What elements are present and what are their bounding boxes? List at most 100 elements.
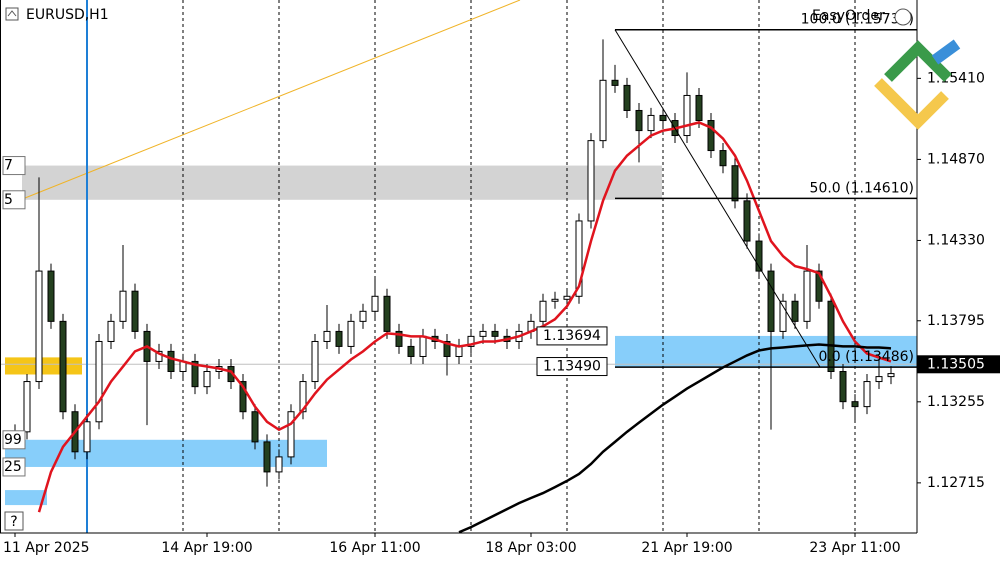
candle-body [611, 79, 619, 86]
candle-body [419, 335, 427, 357]
candle-body [803, 270, 811, 322]
candle-body [467, 335, 475, 347]
zone-label: 99 [4, 432, 22, 448]
candle-body [683, 94, 691, 137]
candle-body [695, 94, 703, 122]
candle-body [311, 340, 319, 383]
candle-body [587, 140, 595, 222]
candle-body [155, 350, 163, 362]
moving-average [458, 343, 892, 534]
candle-body [23, 381, 31, 433]
zone-label: 7 [4, 158, 13, 174]
x-tick-label: 21 Apr 19:00 [641, 540, 732, 556]
zone [22, 165, 662, 200]
help-box[interactable] [4, 511, 24, 531]
candle-body [599, 79, 607, 142]
candle-body [131, 290, 139, 332]
zone [5, 357, 82, 375]
help-text[interactable]: ? [10, 514, 17, 530]
candle-body [287, 411, 295, 458]
candle-body [323, 330, 331, 342]
candle-body [491, 330, 499, 337]
candle-body [395, 330, 403, 347]
candle-body [251, 411, 259, 443]
candle-body [719, 150, 727, 167]
candle-body [443, 340, 451, 357]
candle-body [635, 109, 643, 132]
symbol-icon[interactable] [5, 7, 19, 21]
x-tick-label: 14 Apr 19:00 [161, 540, 252, 556]
x-tick-label: 23 Apr 11:00 [809, 540, 900, 556]
candle-body [95, 340, 103, 423]
zone [5, 490, 47, 506]
candle-body [647, 114, 655, 132]
candle-body [347, 320, 355, 347]
candle-body [275, 456, 283, 473]
y-tick-label: 1.14870 [927, 151, 985, 167]
candle-body [335, 330, 343, 347]
logo-yellow [874, 78, 949, 130]
zone-price-label: 1.13694 [543, 328, 601, 344]
candle-body [203, 370, 211, 388]
zone-label-box [2, 190, 26, 210]
price-axis-bg [917, 0, 1000, 562]
candle-body [479, 330, 487, 337]
candle-body [263, 441, 271, 473]
candle-body [791, 300, 799, 322]
candle-body [575, 220, 583, 297]
candle-body [35, 270, 43, 383]
candle-body [707, 120, 715, 152]
candle-body [455, 345, 463, 357]
candle-body [359, 310, 367, 322]
time-axis-bg [0, 533, 1000, 562]
candle-body [551, 298, 559, 302]
candle-body [827, 300, 835, 372]
trend-line [19, 0, 521, 201]
zones-layer [5, 165, 917, 506]
logo-blue [931, 39, 961, 65]
indicator-help-icon[interactable] [894, 8, 912, 26]
y-tick-label: 1.13255 [927, 394, 985, 410]
indicator-name: EasyOrder [812, 8, 885, 24]
candle-body [743, 200, 751, 242]
fib-label: 0.0 (1.13486) [818, 349, 914, 365]
y-tick-label: 1.14330 [927, 232, 985, 248]
candle-body [563, 295, 571, 300]
candle-body [851, 401, 859, 408]
candle-body [383, 295, 391, 332]
candle-body [83, 421, 91, 453]
symbol-title: EURUSD,H1 [26, 7, 109, 23]
candle-body [239, 381, 247, 413]
x-tick-label: 11 Apr 2025 [3, 540, 90, 556]
candle-body [659, 114, 667, 122]
axis-layer: 1.154101.148701.143301.137951.132551.127… [3, 70, 1000, 556]
candle-body [407, 345, 415, 357]
candle-body [875, 376, 883, 383]
zone-price-box [536, 357, 608, 377]
candle-body [839, 370, 847, 403]
candle-body [755, 240, 763, 272]
candle-body [167, 350, 175, 372]
candle-body [371, 295, 379, 312]
candle-body [299, 381, 307, 413]
moving-average [37, 121, 892, 513]
logo-green [884, 40, 952, 82]
candle-body [623, 84, 631, 111]
candle-body [815, 270, 823, 302]
candle-body [47, 270, 55, 322]
indicator-layer [37, 121, 892, 534]
candle-body [59, 320, 67, 413]
y-tick-label: 1.13795 [927, 313, 985, 329]
current-price-label: 1.13505 [927, 356, 985, 372]
x-tick-label: 18 Apr 03:00 [485, 540, 576, 556]
candle-body [107, 320, 115, 342]
x-tick-label: 16 Apr 11:00 [329, 540, 420, 556]
zone-label: 5 [4, 192, 13, 208]
overlay-layer: 1.13694 1.13490 7 5 99 25 100.0 (1.15734) 50.0 … [2, 12, 917, 477]
candle-body [539, 300, 547, 322]
fib-label: 100.0 (1.15734) [801, 12, 914, 28]
candle-body [767, 270, 775, 332]
symbol-icon-mark [7, 10, 17, 17]
